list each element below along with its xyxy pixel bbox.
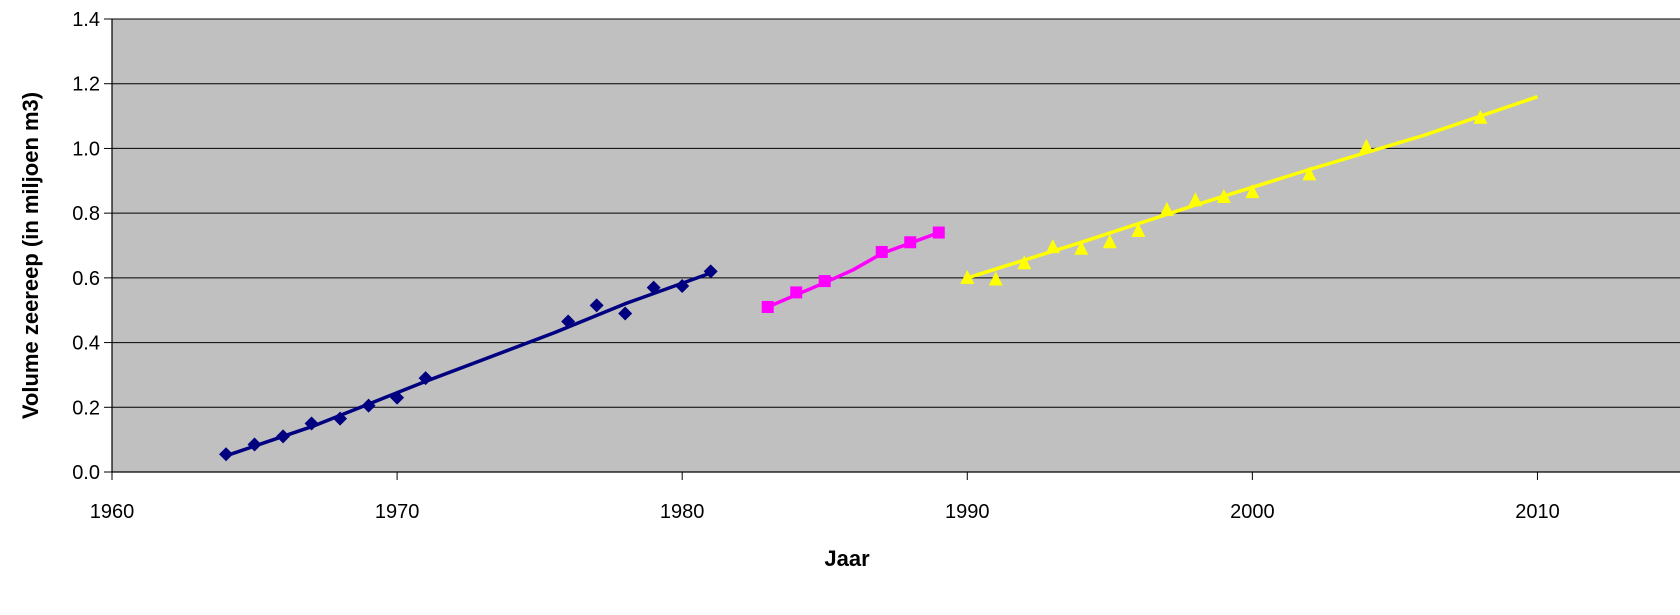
x-tick-label: 2000 <box>1230 501 1275 523</box>
data-point <box>589 298 604 313</box>
data-point <box>960 269 975 284</box>
data-point <box>1359 138 1374 153</box>
x-axis-title: Jaar <box>824 546 870 571</box>
data-point <box>1017 255 1032 270</box>
data-point <box>1473 109 1488 124</box>
data-point <box>1074 240 1089 255</box>
data-point <box>1302 166 1317 181</box>
series-layer <box>219 95 1539 462</box>
y-tick-label: 0.2 <box>72 397 100 419</box>
data-point <box>875 245 888 258</box>
y-tick-label: 0.6 <box>72 268 100 290</box>
series-2 <box>761 226 945 313</box>
data-point <box>1245 184 1260 199</box>
y-tick-label: 0.4 <box>72 333 100 355</box>
data-point <box>703 264 718 279</box>
x-tick-label: 1990 <box>945 501 990 523</box>
data-point <box>390 390 405 405</box>
data-point <box>361 398 376 413</box>
y-tick-labels: 0.0 0.2 0.4 0.6 0.8 1.0 1.2 1.4 <box>72 9 100 484</box>
data-point <box>276 429 291 444</box>
data-point <box>675 278 690 293</box>
series-1 <box>219 264 718 462</box>
data-point <box>646 280 661 295</box>
data-point <box>1216 188 1231 203</box>
x-tick-label: 1980 <box>660 501 705 523</box>
y-tick-label: 0.0 <box>72 462 100 484</box>
axes <box>104 18 1680 480</box>
data-point <box>333 411 348 426</box>
data-point <box>561 314 576 329</box>
trend-line <box>225 271 712 458</box>
data-point <box>790 286 803 299</box>
plot-area <box>112 19 1680 472</box>
data-point <box>1131 222 1146 237</box>
x-tick-labels: 1960 1970 1980 1990 2000 2010 <box>90 501 1560 523</box>
y-tick-label: 0.8 <box>72 203 100 225</box>
data-point <box>988 271 1003 286</box>
x-tick-label: 1960 <box>90 501 135 523</box>
data-point <box>618 306 633 321</box>
data-point <box>904 236 917 249</box>
data-point <box>1188 192 1203 207</box>
data-point <box>418 371 433 386</box>
data-point <box>219 447 234 462</box>
y-tick-label: 1.0 <box>72 138 100 160</box>
data-point <box>247 437 262 452</box>
data-point <box>818 275 831 288</box>
y-axis-title: Volume zeereep (in miljoen m3) <box>18 92 43 419</box>
trend-line <box>767 230 940 309</box>
y-tick-label: 1.2 <box>72 74 100 96</box>
gridlines <box>112 18 1680 408</box>
data-point <box>1102 234 1117 249</box>
data-point <box>1159 201 1174 216</box>
data-point <box>1045 239 1060 254</box>
y-tick-label: 1.4 <box>72 9 100 31</box>
data-point <box>932 226 945 239</box>
x-tick-label: 2010 <box>1515 501 1560 523</box>
series-3 <box>960 95 1539 286</box>
data-point <box>304 416 319 431</box>
x-tick-label: 1970 <box>375 501 420 523</box>
data-point <box>761 300 774 313</box>
